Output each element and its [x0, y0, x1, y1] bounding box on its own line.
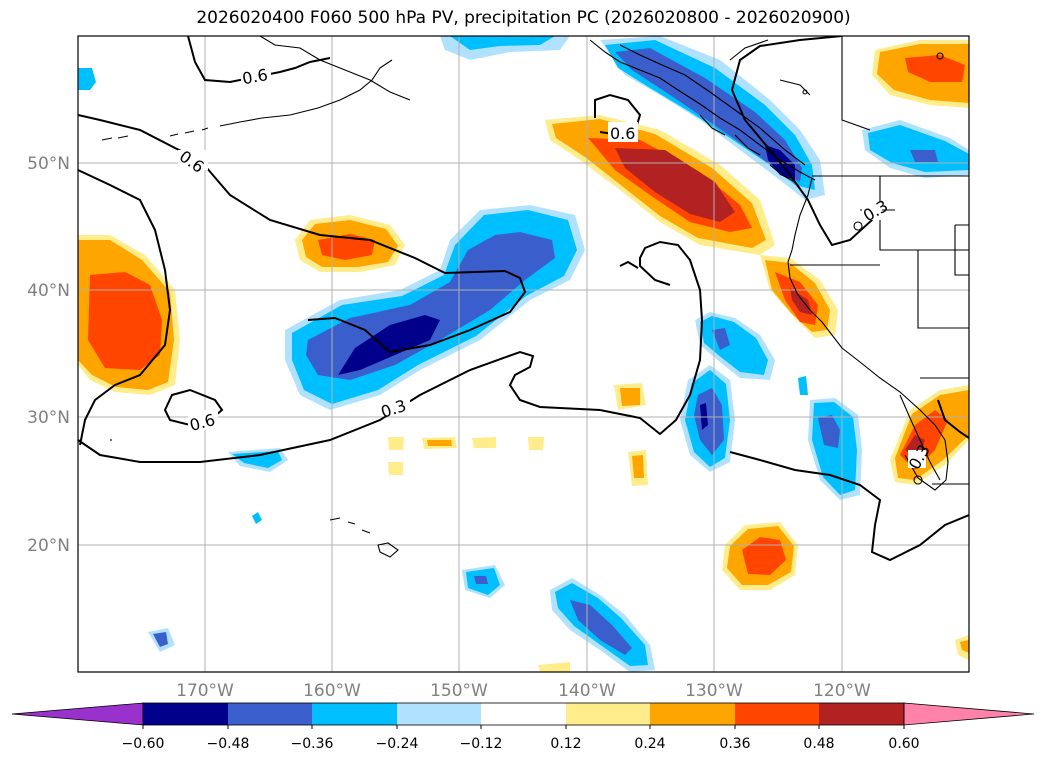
- contour-labels: 0.6 0.6 0.6 0.3 0.6 0.3 0.3: [176, 64, 934, 473]
- shade-small-neg4: [252, 512, 262, 524]
- shade-left-pos-strong: [88, 272, 162, 370]
- lon-label: 170°W: [176, 681, 234, 701]
- shade-ep-neg3-strong: [818, 415, 840, 448]
- map-frame: [77, 35, 970, 673]
- contour-label-bg: [862, 202, 882, 220]
- map-title: 2026020400 F060 500 hPa PV, precipitatio…: [196, 8, 851, 28]
- shade-small-neg3-mid: [153, 632, 168, 647]
- contour-label-bg: [608, 122, 638, 142]
- lon-label: 130°W: [685, 681, 743, 701]
- colorbar-tick-label: −0.36: [291, 736, 334, 752]
- colorbar-tick-label: −0.12: [460, 736, 503, 752]
- shade-edge-neg: [78, 68, 96, 90]
- colorbar-frame: [142, 702, 905, 726]
- shade-small-pos7: [388, 462, 403, 475]
- lon-label: 140°W: [558, 681, 616, 701]
- shade-small-neg2-mid: [232, 451, 282, 468]
- colorbar-swatch: [735, 703, 819, 725]
- colorbar-tick-label: 0.12: [550, 736, 581, 752]
- shade-ca-pos-max: [790, 288, 812, 315]
- shade-st-pos-strong: [742, 537, 786, 575]
- colorbar-extend-max: [903, 702, 1035, 726]
- contour-label-bg: [908, 450, 926, 468]
- colorbar-swatch: [312, 703, 397, 725]
- shade-small-pos6: [528, 437, 544, 450]
- colorbar-extend-min: [11, 702, 144, 726]
- lon-label: 160°W: [303, 681, 361, 701]
- pv-contours: [78, 36, 969, 562]
- shade-small-pos5: [388, 437, 404, 450]
- colorbar-swatch: [566, 703, 650, 725]
- lat-label: 50°N: [27, 154, 70, 174]
- shade-ep-neg1-strong: [712, 328, 730, 350]
- colorbar-swatch: [819, 703, 904, 725]
- colorbar-tick-label: −0.60: [122, 736, 165, 752]
- shade-ne-neg-strong: [910, 150, 938, 162]
- colorbar-swatch: [143, 703, 228, 725]
- shade-small-pos4: [472, 437, 496, 448]
- contour-label-bg: [241, 64, 271, 84]
- shade-small-pos2-mid: [632, 455, 644, 478]
- colorbar-tick-label: 0.24: [634, 736, 665, 752]
- shade-s-neg-strong: [570, 600, 632, 655]
- colorbar-swatch: [650, 703, 735, 725]
- lat-label: 40°N: [27, 281, 70, 301]
- colorbar: −0.60 −0.48 −0.36 −0.24 −0.12 0.12 0.24 …: [11, 702, 1035, 752]
- longitude-labels: 170°W 160°W 150°W 140°W 130°W 120°W: [176, 681, 871, 701]
- colorbar-tick-label: 0.36: [719, 736, 750, 752]
- shade-ne-pos-strong: [905, 55, 965, 82]
- shade-pnw-neg-strong: [615, 48, 802, 182]
- shade-small-pos3-mid: [427, 440, 452, 446]
- shade-small-pos9-mid: [960, 640, 969, 653]
- contour-label-bg: [188, 410, 218, 430]
- contour-label-bg: [380, 396, 410, 416]
- colorbar-swatch: [228, 703, 312, 725]
- colorbar-swatch: [397, 703, 481, 725]
- colorbar-tick-label: 0.60: [888, 736, 919, 752]
- lat-label: 30°N: [27, 408, 70, 428]
- shade-small-pos8: [538, 662, 570, 672]
- contour-label-bg: [178, 150, 208, 170]
- shade-cp-neg-max: [338, 315, 440, 375]
- lat-label: 20°N: [27, 536, 70, 556]
- lon-label: 120°W: [813, 681, 871, 701]
- shade-small-pos1-mid: [620, 388, 640, 406]
- shade-ne-neg-mid: [868, 125, 969, 172]
- shade-top-neg-mid: [450, 36, 555, 50]
- lon-label: 150°W: [430, 681, 488, 701]
- shade-small-neg5: [798, 376, 808, 395]
- colorbar-tick-label: −0.48: [207, 736, 250, 752]
- shade-small-neg1-strong: [474, 576, 488, 584]
- contour-label: 0.6: [610, 124, 635, 143]
- colorbar-tick-label: −0.24: [376, 736, 419, 752]
- colorbar-tick-label: 0.48: [803, 736, 834, 752]
- colorbar-swatch: [481, 703, 566, 725]
- latitude-labels: 50°N 40°N 30°N 20°N: [27, 154, 70, 556]
- shade-goa-pos-max: [615, 148, 735, 222]
- contour-label: 0.6: [241, 65, 269, 88]
